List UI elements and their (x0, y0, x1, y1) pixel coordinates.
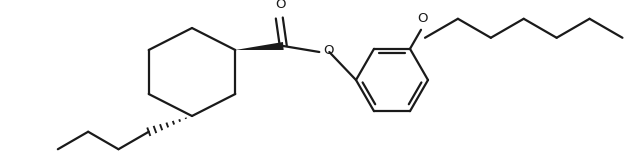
Text: O: O (275, 0, 285, 11)
Text: O: O (417, 12, 427, 25)
Polygon shape (235, 42, 284, 50)
Text: O: O (323, 45, 334, 57)
